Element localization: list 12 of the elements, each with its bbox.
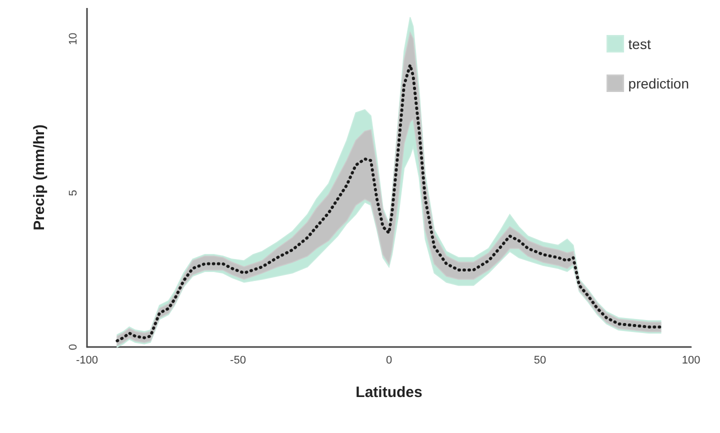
y-tick-label: 5 — [68, 190, 80, 196]
x-tick-label: -50 — [230, 354, 246, 366]
y-axis-title: Precip (mm/hr) — [31, 124, 48, 230]
y-tick-label: 0 — [68, 344, 80, 350]
legend-label: test — [628, 36, 651, 52]
x-tick-label: -100 — [76, 354, 98, 366]
x-axis-title: Latitudes — [356, 384, 422, 401]
x-tick-label: 100 — [682, 354, 700, 366]
legend-label: prediction — [628, 75, 689, 92]
x-tick-label: 50 — [534, 354, 546, 366]
x-tick-label: 0 — [386, 354, 392, 366]
y-tick-label: 10 — [68, 32, 80, 45]
